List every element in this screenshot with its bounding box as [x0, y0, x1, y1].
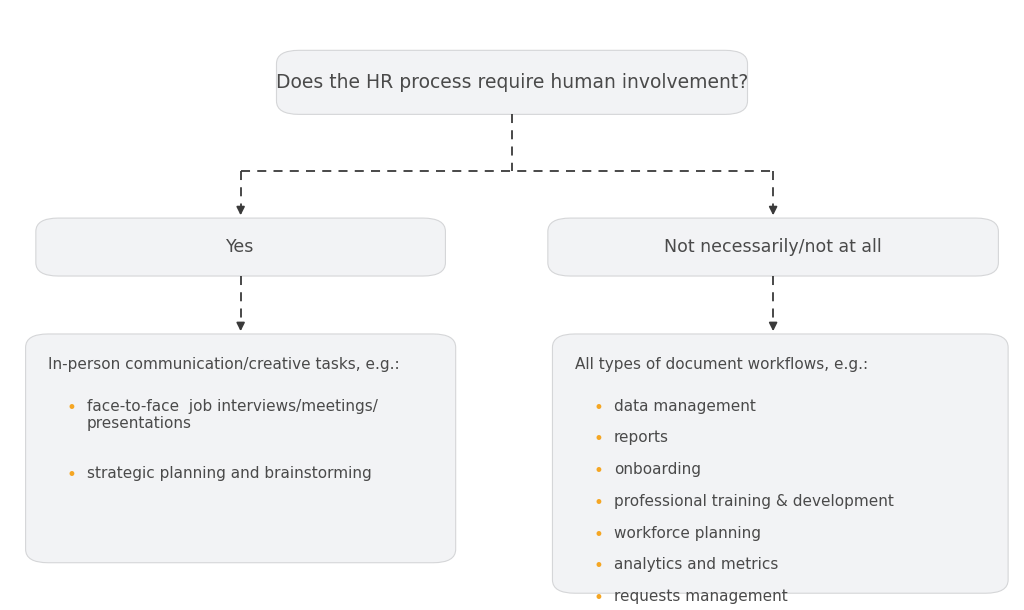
Text: Does the HR process require human involvement?: Does the HR process require human involv…	[275, 73, 749, 92]
Text: analytics and metrics: analytics and metrics	[614, 558, 778, 572]
Text: reports: reports	[614, 431, 669, 445]
Text: All types of document workflows, e.g.:: All types of document workflows, e.g.:	[575, 357, 868, 372]
Text: •: •	[594, 431, 603, 448]
Text: •: •	[594, 525, 603, 544]
Text: strategic planning and brainstorming: strategic planning and brainstorming	[87, 466, 372, 481]
Text: •: •	[67, 399, 77, 417]
Text: data management: data management	[614, 399, 756, 414]
Text: In-person communication/creative tasks, e.g.:: In-person communication/creative tasks, …	[48, 357, 399, 372]
Text: •: •	[594, 589, 603, 607]
FancyBboxPatch shape	[276, 51, 748, 115]
FancyBboxPatch shape	[26, 334, 456, 562]
Text: professional training & development: professional training & development	[614, 493, 894, 509]
Text: onboarding: onboarding	[614, 462, 700, 477]
Text: •: •	[594, 558, 603, 575]
Text: workforce planning: workforce planning	[614, 525, 761, 540]
Text: requests management: requests management	[614, 589, 787, 604]
Text: •: •	[594, 462, 603, 480]
Text: Not necessarily/not at all: Not necessarily/not at all	[665, 238, 882, 256]
Text: •: •	[594, 493, 603, 512]
FancyBboxPatch shape	[36, 218, 445, 276]
FancyBboxPatch shape	[548, 218, 998, 276]
Text: Yes: Yes	[226, 238, 255, 256]
Text: face-to-face  job interviews/meetings/
presentations: face-to-face job interviews/meetings/ pr…	[87, 399, 378, 431]
Text: •: •	[67, 466, 77, 484]
Text: •: •	[594, 399, 603, 417]
FancyBboxPatch shape	[553, 334, 1008, 593]
